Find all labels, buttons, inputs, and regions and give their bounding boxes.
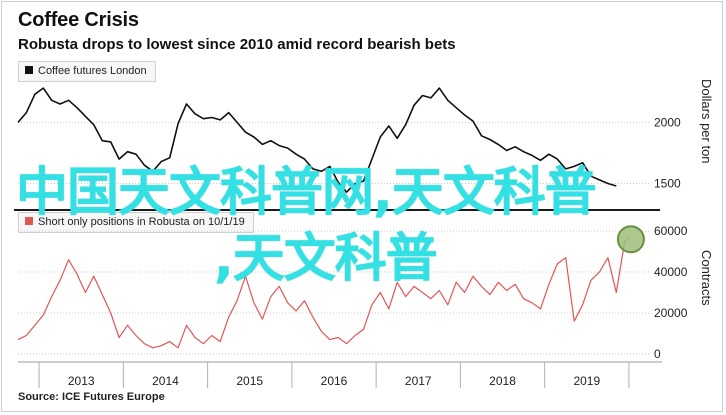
x-tick-label: 2013 xyxy=(68,374,95,388)
x-tick-label: 2015 xyxy=(236,374,263,388)
series-line-coffee-futures xyxy=(17,87,617,193)
legend-swatch-black xyxy=(25,66,33,74)
y-tick-label: 20000 xyxy=(654,306,688,320)
y-tick-label: 60000 xyxy=(654,224,688,238)
legend-coffee-futures: Coffee futures London xyxy=(18,61,156,82)
y-axis-label-top: Dollars per ton xyxy=(699,79,714,164)
legend-label: Coffee futures London xyxy=(38,65,147,77)
highlight-circle xyxy=(616,225,645,254)
y-tick-label: 2000 xyxy=(654,115,681,129)
legend-swatch-red xyxy=(25,217,33,225)
series-line-short-positions xyxy=(17,236,630,349)
y-axis-label-bottom: Contracts xyxy=(699,250,714,306)
x-tick-label: 2014 xyxy=(152,374,179,388)
x-tick-label: 2018 xyxy=(489,374,516,388)
legend-label: Short only positions in Robusta on 10/1/… xyxy=(38,216,245,228)
x-tick-label: 2017 xyxy=(405,374,432,388)
y-tick-label: 1500 xyxy=(654,177,681,191)
x-tick-label: 2016 xyxy=(321,374,348,388)
watermark-line-2: ,天文科普 xyxy=(214,229,438,289)
x-tick-label: 2019 xyxy=(573,374,600,388)
y-tick-label: 40000 xyxy=(654,265,688,279)
watermark-line-1: 中国天文科普网,天文科普 xyxy=(16,163,597,223)
chart-subtitle: Robusta drops to lowest since 2010 amid … xyxy=(18,36,456,53)
legend-short-positions: Short only positions in Robusta on 10/1/… xyxy=(18,212,254,233)
y-tick-label: 0 xyxy=(654,347,661,361)
source-note: Source: ICE Futures Europe xyxy=(18,391,165,403)
chart-title: Coffee Crisis xyxy=(18,9,139,31)
